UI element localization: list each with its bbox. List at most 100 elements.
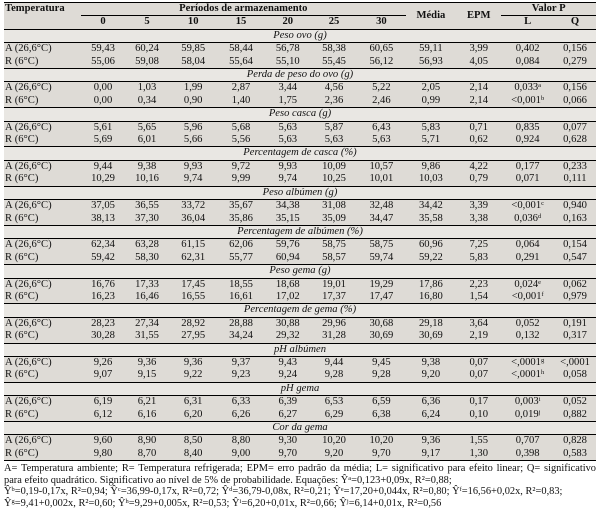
header-mean: Média: [405, 2, 457, 30]
footnote: A= Temperatura ambiente; R= Temperatura …: [4, 463, 596, 509]
value-cell: 2,87: [231, 82, 251, 94]
value-cell: 6,27: [278, 408, 298, 420]
value-cell: 9,93: [183, 160, 203, 172]
linear-sup: j: [538, 408, 541, 416]
table-row: A (26,6°C) 9,26 9,36 9,36 9,37 9,43 9,44 9,45 9,…: [4, 356, 596, 369]
quadratic-cell: 0,154: [563, 239, 587, 251]
header-sem: EPM: [456, 2, 502, 30]
sem-cell: 3,38: [469, 212, 489, 224]
section-header-row: Peso casca (g): [4, 107, 596, 122]
value-cell: 6,43: [372, 121, 391, 133]
value-cell: 5,87: [324, 121, 344, 133]
quadratic-cell: 0,547: [563, 251, 587, 263]
value-cell: 19,29: [369, 278, 394, 290]
header-day: 25: [310, 15, 358, 30]
value-cell: 17,47: [369, 290, 394, 302]
sem-cell: 1,55: [469, 435, 489, 447]
linear-cell: 0,924: [501, 134, 554, 147]
value-cell: 3,44: [278, 82, 298, 94]
quadratic-cell: 0,062: [563, 278, 587, 290]
table-row: A (26,6°C) 5,61 5,65 5,96 5,68 5,63 5,87 6,43 5,…: [4, 121, 596, 134]
header-day: 30: [357, 15, 406, 30]
quadratic-cell: 0,279: [563, 55, 587, 67]
quadratic-cell: 0,058: [563, 369, 587, 381]
quadratic-cell: 0,156: [563, 43, 587, 55]
table-row: R (6°C) 16,23 16,46 16,55 16,61 17,02 17,37 17,…: [4, 291, 596, 304]
section-header-row: pH gema: [4, 381, 596, 397]
linear-value: 0,291: [515, 251, 540, 263]
value-cell: 5,96: [183, 121, 203, 133]
value-cell: 36,55: [135, 200, 159, 212]
header-day: 20: [264, 15, 311, 30]
footnote-part: =0,123+0,09x, R²=0,88;: [351, 474, 452, 486]
value-cell: 4,56: [324, 82, 344, 94]
value-cell: 5,65: [137, 121, 157, 133]
sem-cell: 0,07: [469, 369, 489, 381]
header-quadratic: Q: [554, 15, 596, 30]
row-label: R (6°C): [5, 94, 39, 106]
linear-value: 0,019: [514, 408, 539, 420]
value-cell: 9,23: [231, 369, 251, 381]
linear-sup: g: [540, 356, 545, 364]
quadratic-cell: 0,828: [563, 435, 587, 447]
sem-cell: 2,14: [469, 82, 489, 94]
footnote-part: Ŷ: [4, 497, 12, 509]
value-cell: 9,30: [278, 435, 298, 447]
row-label: A (26,6°C): [5, 396, 52, 408]
value-cell: 29,96: [322, 317, 346, 329]
value-cell: 5,56: [231, 134, 251, 146]
section-title: Peso gema (g): [4, 264, 596, 279]
mean-cell: 0,99: [421, 94, 441, 106]
section-title: Percentagem de albúmen (%): [4, 224, 596, 240]
value-cell: 9,36: [183, 356, 203, 368]
sem-cell: 3,39: [469, 200, 489, 212]
quadratic-cell: 0,052: [563, 396, 587, 408]
table-row: A (26,6°C) 6,19 6,21 6,31 6,33 6,39 6,53 6,59 6,…: [4, 396, 596, 409]
table-row: A (26,6°C) 16,76 17,33 17,45 18,55 18,68 19,01…: [4, 278, 596, 291]
value-cell: 58,44: [229, 43, 253, 55]
linear-sup: f: [541, 290, 544, 298]
mean-cell: 10,03: [418, 173, 443, 185]
linear-sup: i: [538, 396, 541, 404]
value-cell: 9,74: [183, 173, 203, 185]
value-cell: 55,45: [322, 55, 346, 67]
section-header-row: pH albúmen: [4, 342, 596, 357]
linear-sup: b: [540, 94, 545, 102]
value-cell: 28,88: [229, 317, 253, 329]
value-cell: 17,02: [275, 290, 300, 302]
value-cell: 10,01: [369, 173, 394, 185]
value-cell: 1,99: [183, 82, 203, 94]
value-cell: 58,75: [369, 239, 394, 251]
footnote-sup: g: [11, 497, 15, 505]
value-cell: 27,95: [181, 330, 206, 342]
value-cell: 5,63: [278, 134, 298, 146]
row-label: A (26,6°C): [5, 317, 52, 329]
value-cell: 9,43: [278, 356, 298, 368]
value-cell: 27,34: [135, 317, 159, 329]
value-cell: 5,22: [372, 82, 391, 94]
value-cell: 1,03: [137, 82, 157, 94]
value-cell: 9,15: [137, 369, 157, 381]
table-row: A (26,6°C) 37,05 36,55 33,72 35,67 34,38 31,08…: [4, 200, 596, 213]
value-cell: 10,16: [135, 173, 159, 185]
row-label: R (6°C): [5, 55, 39, 67]
linear-cell: 0,003i: [501, 396, 554, 409]
linear-sup: h: [540, 369, 545, 377]
linear-value: <0,001: [511, 94, 541, 106]
value-cell: 9,36: [137, 356, 157, 368]
sem-cell: 0,17: [469, 396, 489, 408]
value-cell: 37,30: [135, 212, 159, 224]
mean-cell: 2,05: [421, 82, 441, 94]
value-cell: 37,05: [91, 200, 115, 212]
value-cell: 10,57: [369, 160, 394, 172]
value-cell: 10,09: [322, 160, 346, 172]
value-cell: 9,24: [278, 369, 298, 381]
mean-cell: 9,17: [405, 447, 457, 462]
value-cell: 5,63: [372, 134, 391, 146]
section-header-row: Peso ovo (g): [4, 28, 596, 44]
quadratic-cell: 0,317: [563, 330, 587, 342]
mean-cell: 16,80: [418, 290, 443, 302]
value-cell: 58,75: [322, 239, 346, 251]
mean-cell: 59,22: [418, 251, 443, 263]
value-cell: 56,12: [369, 55, 394, 67]
